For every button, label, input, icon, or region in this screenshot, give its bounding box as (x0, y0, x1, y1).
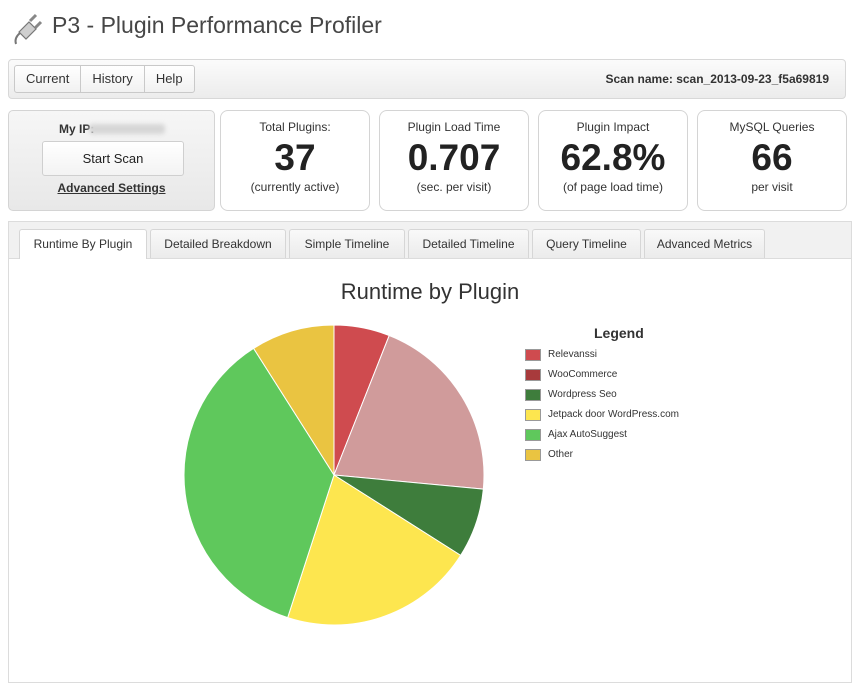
tab-runtime-by-plugin[interactable]: Runtime By Plugin (19, 229, 147, 259)
legend-swatch (525, 409, 541, 421)
stat-label: MySQL Queries (729, 120, 815, 134)
tab-detailed-timeline[interactable]: Detailed Timeline (408, 229, 529, 258)
stat-value: 62.8% (560, 137, 666, 178)
stat-label: Plugin Load Time (407, 120, 501, 134)
stat-sublabel: per visit (751, 180, 793, 194)
stat-label: Total Plugins: (259, 120, 331, 134)
scan-panel: My IP: Start Scan Advanced Settings (8, 110, 215, 211)
ip-label: My IP: (59, 122, 95, 136)
scan-name: Scan name: scan_2013-09-23_f5a69819 (605, 72, 830, 86)
tab-simple-timeline[interactable]: Simple Timeline (289, 229, 405, 258)
legend-swatch (525, 349, 541, 361)
stat-sublabel: (currently active) (250, 180, 340, 194)
pie-slice-other (252, 324, 335, 477)
tab-query-timeline[interactable]: Query Timeline (532, 229, 641, 258)
legend-title: Legend (594, 325, 644, 341)
tab-bar: Runtime By Plugin Detailed Breakdown Sim… (9, 222, 851, 259)
pie-chart (183, 324, 485, 626)
legend-label: Wordpress Seo (548, 389, 617, 400)
stat-value: 0.707 (407, 137, 501, 178)
legend-label: Relevanssi (548, 349, 597, 360)
start-scan-button[interactable]: Start Scan (42, 141, 184, 176)
plug-icon (14, 13, 43, 45)
legend-label: Jetpack door WordPress.com (548, 409, 679, 420)
legend-label: Ajax AutoSuggest (548, 429, 627, 440)
history-button[interactable]: History (80, 65, 145, 93)
stat-plugin-load-time: Plugin Load Time 0.707 (sec. per visit) (379, 110, 529, 211)
stat-sublabel: (of page load time) (562, 180, 664, 194)
advanced-settings-link[interactable]: Advanced Settings (57, 181, 166, 195)
stat-total-plugins: Total Plugins: 37 (currently active) (220, 110, 370, 211)
view-button-group: Current History Help (14, 65, 195, 93)
help-button[interactable]: Help (143, 65, 195, 93)
pie-slice-ajax-autosuggest (183, 347, 335, 619)
legend-swatch (525, 429, 541, 441)
tab-detailed-breakdown[interactable]: Detailed Breakdown (150, 229, 286, 258)
current-button[interactable]: Current (14, 65, 82, 93)
pie-slice-jetpack-door-wordpress-com (287, 474, 462, 626)
legend-label: Other (548, 449, 574, 460)
chart-title: Runtime by Plugin (340, 279, 520, 304)
legend-swatch (525, 449, 541, 461)
tab-advanced-metrics[interactable]: Advanced Metrics (644, 229, 765, 258)
stat-label: Plugin Impact (576, 120, 650, 134)
top-toolbar: Current History Help Scan name: scan_201… (8, 59, 846, 99)
stat-plugin-impact: Plugin Impact 62.8% (of page load time) (538, 110, 688, 211)
stat-sublabel: (sec. per visit) (416, 180, 492, 194)
stat-mysql-queries: MySQL Queries 66 per visit (697, 110, 847, 211)
page-title: P3 - Plugin Performance Profiler (52, 12, 382, 38)
pie-slice-woocommerce (333, 334, 485, 490)
results-panel: Runtime By Plugin Detailed Breakdown Sim… (8, 221, 852, 683)
legend-label: WooCommerce (548, 369, 618, 380)
legend-swatch (525, 369, 541, 381)
stat-value: 37 (274, 137, 316, 178)
stat-value: 66 (751, 137, 793, 178)
ip-address-redacted (89, 124, 165, 134)
legend-swatch (525, 389, 541, 401)
